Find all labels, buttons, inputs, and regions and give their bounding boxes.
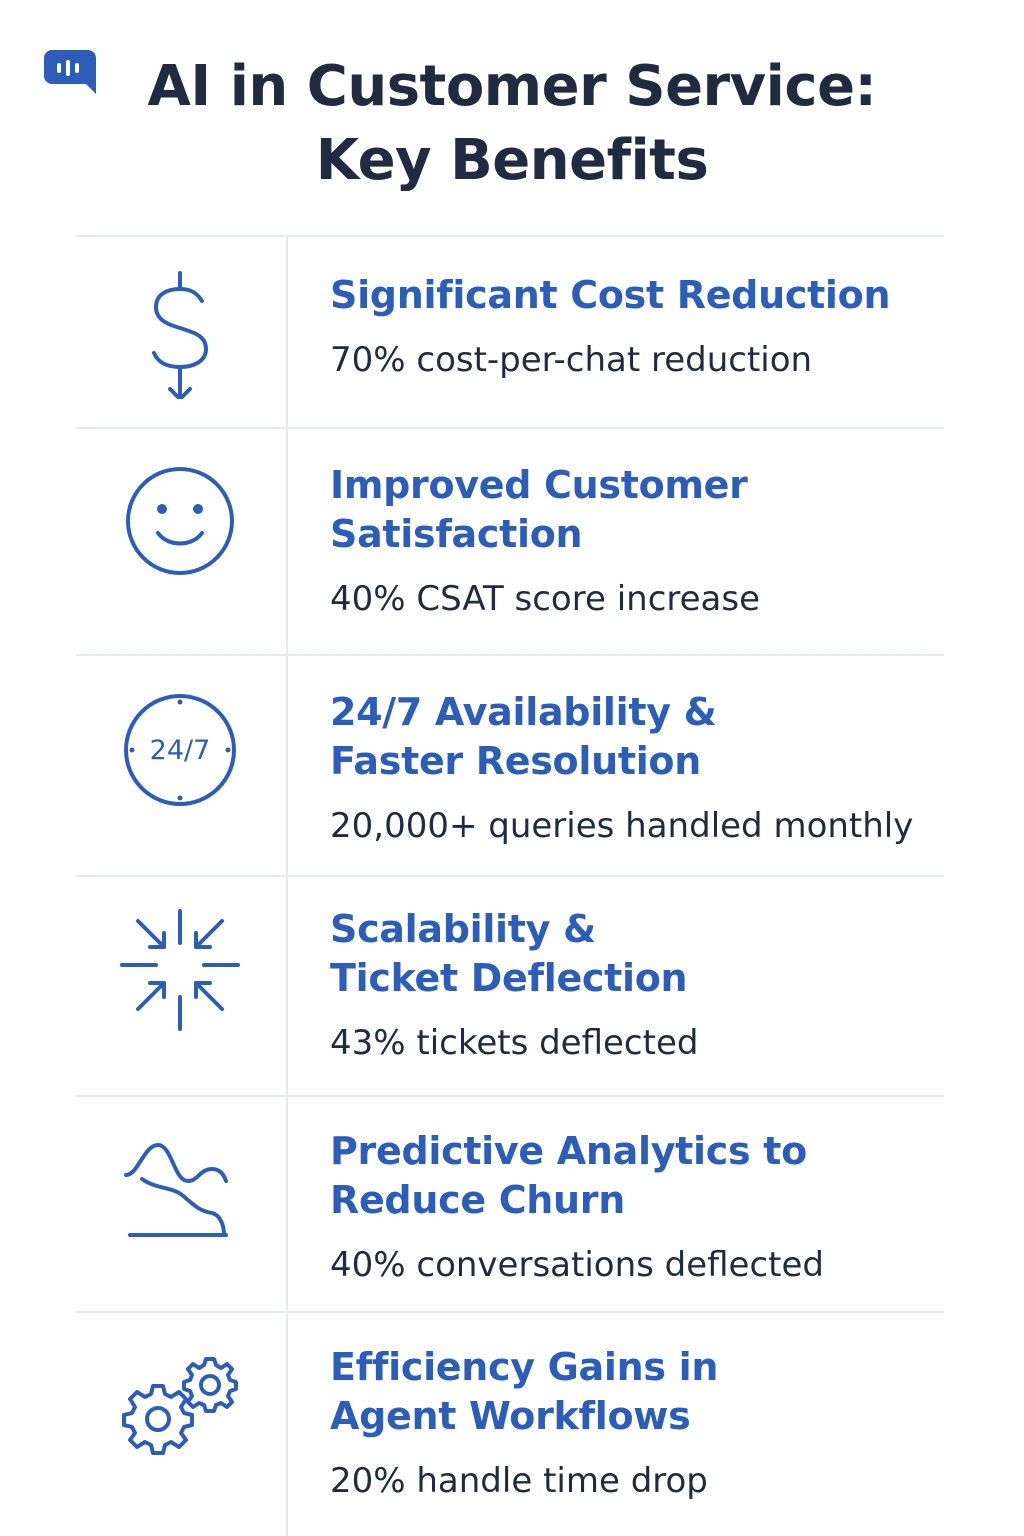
benefit-heading-line: Ticket Deflection: [330, 956, 688, 1000]
clock-24-7-icon: 24/7: [116, 686, 244, 814]
benefit-text: Scalability & Ticket Deflection 43% tick…: [330, 905, 940, 1065]
converging-arrows-icon: [116, 907, 244, 1035]
smiley-face-icon: [116, 457, 244, 585]
benefit-heading-line: Scalability &: [330, 907, 596, 951]
benefit-heading-line: Satisfaction: [330, 512, 583, 556]
benefit-heading-line: Agent Workflows: [330, 1394, 691, 1438]
benefit-row-efficiency-gains: Efficiency Gains in Agent Workflows 20% …: [76, 1311, 944, 1536]
dollar-down-arrow-icon: [116, 271, 244, 399]
gears-icon: [116, 1345, 244, 1473]
benefit-heading: Efficiency Gains in Agent Workflows: [330, 1343, 940, 1441]
benefit-stat: 40% conversations deflected: [330, 1245, 824, 1285]
page-title-line-2: Key Benefits: [315, 128, 709, 193]
benefit-row-availability: 24/7 24/7 Availability & Faster Resoluti…: [76, 654, 944, 875]
benefit-row-cost-reduction: Significant Cost Reduction 70% cost-per-…: [76, 235, 944, 427]
benefit-heading-line: Significant Cost Reduction: [330, 273, 891, 317]
declining-wave-icon: [116, 1135, 244, 1263]
benefit-heading-line: Predictive Analytics to: [330, 1129, 807, 1173]
column-divider: [286, 235, 288, 1536]
clock-label: 24/7: [150, 735, 211, 766]
page-title-line-1: AI in Customer Service:: [147, 54, 877, 119]
benefit-heading: 24/7 Availability & Faster Resolution: [330, 688, 940, 786]
benefit-heading: Predictive Analytics to Reduce Churn: [330, 1127, 940, 1225]
benefit-row-scalability: Scalability & Ticket Deflection 43% tick…: [76, 875, 944, 1095]
benefit-stat: 43% tickets deflected: [330, 1023, 699, 1063]
benefit-stat: 20% handle time drop: [330, 1461, 708, 1501]
page-title: AI in Customer Service: Key Benefits: [0, 50, 1024, 198]
benefit-heading-line: 24/7 Availability &: [330, 690, 717, 734]
benefit-text: Predictive Analytics to Reduce Churn 40%…: [330, 1127, 940, 1287]
benefit-heading-line: Efficiency Gains in: [330, 1345, 719, 1389]
chat-bubble-icon: [44, 48, 98, 96]
benefit-heading: Improved Customer Satisfaction: [330, 461, 940, 559]
benefit-heading: Significant Cost Reduction: [330, 271, 940, 320]
benefit-stat: 20,000+ queries handled monthly: [330, 806, 914, 846]
benefit-text: 24/7 Availability & Faster Resolution 20…: [330, 688, 940, 848]
benefit-heading: Scalability & Ticket Deflection: [330, 905, 940, 1003]
benefit-text: Efficiency Gains in Agent Workflows 20% …: [330, 1343, 940, 1503]
benefit-heading-line: Faster Resolution: [330, 739, 701, 783]
benefit-heading-line: Reduce Churn: [330, 1178, 626, 1222]
benefit-row-predictive-analytics: Predictive Analytics to Reduce Churn 40%…: [76, 1095, 944, 1311]
benefit-heading-line: Improved Customer: [330, 463, 748, 507]
benefit-stat: 40% CSAT score increase: [330, 579, 760, 619]
benefit-text: Significant Cost Reduction 70% cost-per-…: [330, 271, 940, 382]
benefits-table: Significant Cost Reduction 70% cost-per-…: [76, 235, 944, 1536]
benefit-text: Improved Customer Satisfaction 40% CSAT …: [330, 461, 940, 621]
benefit-stat: 70% cost-per-chat reduction: [330, 340, 813, 380]
benefit-row-customer-satisfaction: Improved Customer Satisfaction 40% CSAT …: [76, 427, 944, 654]
